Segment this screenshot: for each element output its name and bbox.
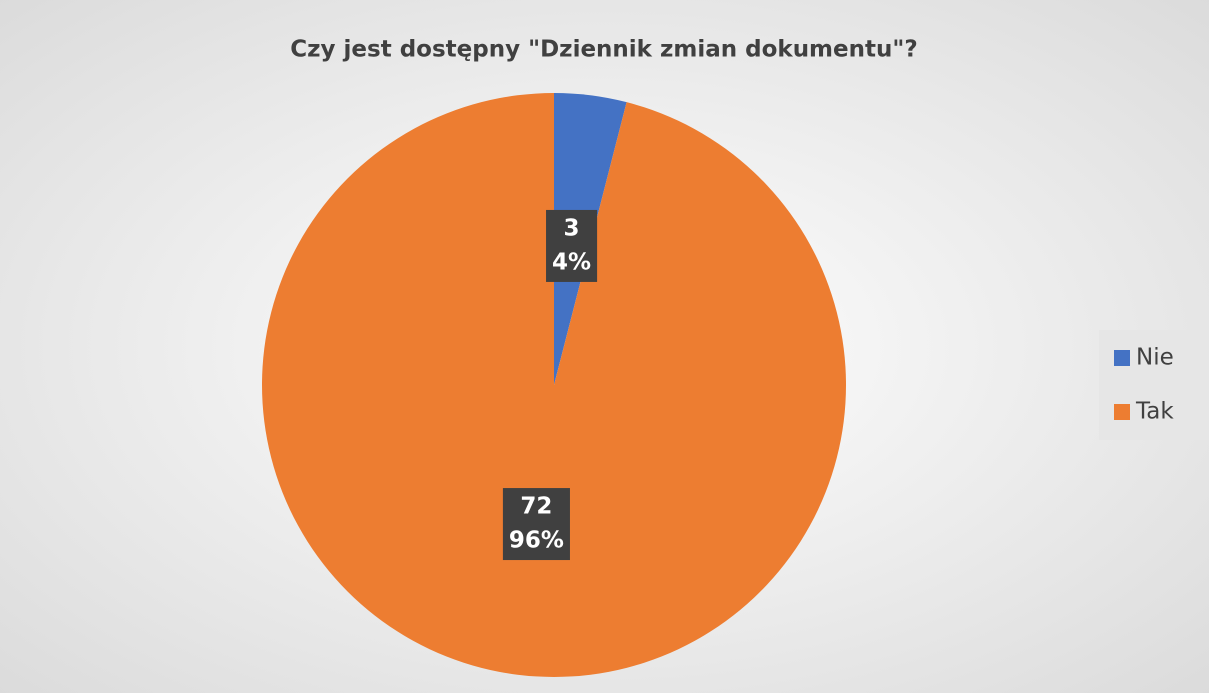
pie-slice (262, 93, 847, 678)
legend-label: Nie (1136, 345, 1174, 371)
data-label-box (502, 488, 570, 561)
data-label-value: 3 (564, 215, 580, 241)
chart-title: Czy jest dostępny "Dziennik zmian dokume… (290, 37, 917, 63)
legend-swatch (1114, 350, 1130, 366)
data-label-box (546, 209, 598, 282)
legend-label: Tak (1135, 399, 1174, 425)
data-label: 34% (546, 209, 598, 282)
data-label-percent: 4% (552, 249, 591, 275)
data-label-value: 72 (520, 494, 552, 520)
data-label-percent: 96% (509, 528, 564, 554)
legend-box (1099, 330, 1209, 440)
legend-swatch (1114, 404, 1130, 420)
